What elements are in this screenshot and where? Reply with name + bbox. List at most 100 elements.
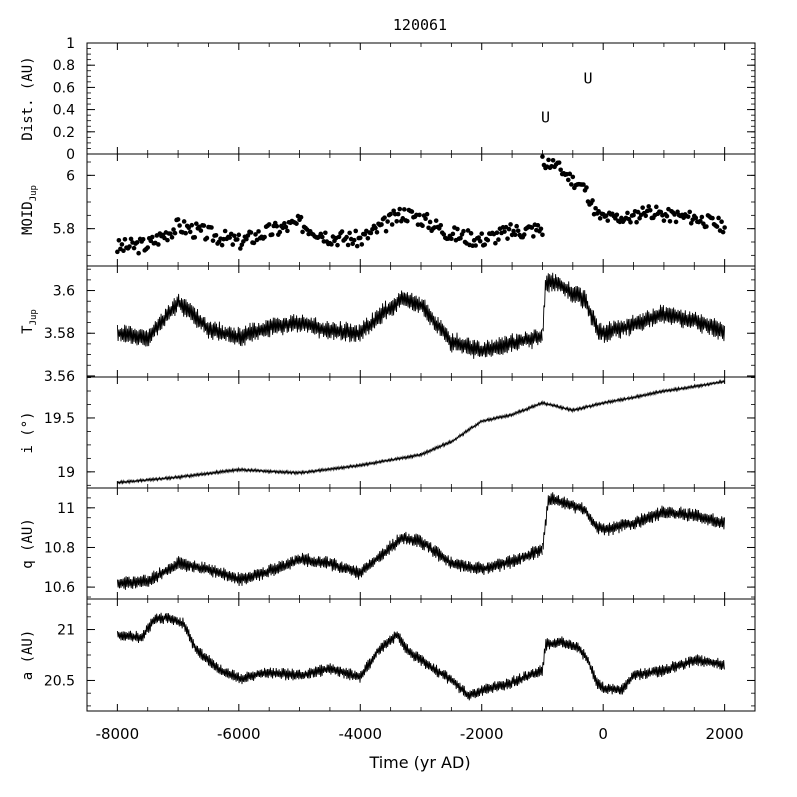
y-tick-label-dist: 0.8 xyxy=(53,58,75,74)
data-point-moid xyxy=(269,232,275,237)
data-point-moid xyxy=(458,235,463,241)
data-point-moid xyxy=(210,238,216,243)
y-axis-label-sub-tjup: Jup xyxy=(29,309,39,325)
x-tick-label: -2000 xyxy=(460,725,504,743)
marker-dist: U xyxy=(583,70,592,88)
data-point-moid xyxy=(596,208,601,214)
data-point-moid xyxy=(171,227,176,232)
data-point-moid xyxy=(613,216,618,221)
data-point-moid xyxy=(449,236,454,242)
data-point-moid xyxy=(235,237,240,242)
data-point-moid xyxy=(201,223,207,228)
data-point-moid xyxy=(238,246,243,251)
data-point-moid xyxy=(131,245,137,251)
data-point-moid xyxy=(298,214,304,220)
data-line-tjup-0 xyxy=(116,290,543,359)
data-point-moid xyxy=(194,221,199,226)
data-point-moid xyxy=(667,218,673,224)
x-tick-label: 0 xyxy=(598,725,608,743)
y-tick-label-tjup: 3.6 xyxy=(53,284,75,300)
y-tick-label-q: 10.6 xyxy=(44,580,75,596)
data-point-moid xyxy=(183,230,188,236)
data-point-moid xyxy=(640,205,645,210)
data-point-moid xyxy=(687,209,693,215)
data-point-moid xyxy=(282,221,287,226)
data-point-moid xyxy=(699,214,705,220)
data-line-a-0 xyxy=(116,612,725,701)
data-point-moid xyxy=(204,235,210,241)
data-point-moid xyxy=(581,182,586,187)
data-point-moid xyxy=(556,160,562,165)
data-point-moid xyxy=(320,234,325,240)
data-point-moid xyxy=(567,171,573,177)
data-point-moid xyxy=(365,235,371,241)
data-point-moid xyxy=(605,218,611,223)
data-point-moid xyxy=(335,242,340,248)
data-point-moid xyxy=(521,232,527,237)
data-line-q-0 xyxy=(116,531,543,590)
data-point-moid xyxy=(388,211,393,217)
y-tick-label-q: 10.8 xyxy=(44,540,75,556)
data-point-moid xyxy=(426,225,431,231)
data-point-moid xyxy=(187,229,193,235)
data-point-moid xyxy=(477,238,483,244)
y-tick-label-dist: 1 xyxy=(66,36,75,52)
marker-dist: U xyxy=(541,108,550,126)
data-point-moid xyxy=(468,231,474,236)
data-point-moid xyxy=(362,232,368,237)
data-point-moid xyxy=(189,222,195,228)
data-point-moid xyxy=(417,212,422,218)
data-point-moid xyxy=(479,231,485,236)
data-point-moid xyxy=(719,219,724,224)
data-point-moid xyxy=(245,233,251,238)
data-point-moid xyxy=(345,242,351,248)
data-line-incl-0 xyxy=(117,379,725,485)
data-point-moid xyxy=(336,234,342,240)
data-point-moid xyxy=(538,226,544,232)
data-line-tjup-1 xyxy=(542,272,726,343)
data-point-moid xyxy=(423,216,428,222)
data-point-moid xyxy=(172,230,178,236)
data-point-moid xyxy=(450,231,456,237)
data-point-moid xyxy=(646,204,652,209)
data-point-moid xyxy=(121,248,126,254)
data-point-moid xyxy=(175,217,181,222)
data-point-moid xyxy=(156,242,161,247)
data-point-moid xyxy=(643,213,648,219)
data-point-moid xyxy=(506,226,512,232)
y-tick-label-moid: 5.8 xyxy=(53,222,75,238)
data-point-moid xyxy=(168,231,173,236)
data-point-moid xyxy=(177,223,182,228)
data-point-moid xyxy=(122,236,128,242)
data-point-moid xyxy=(165,237,170,243)
data-point-moid xyxy=(192,235,198,240)
y-tick-label-incl: 19.5 xyxy=(44,411,75,427)
data-point-moid xyxy=(569,182,574,187)
data-point-moid xyxy=(169,235,175,240)
chart-title: 120061 xyxy=(393,16,447,34)
x-tick-label: -4000 xyxy=(338,725,382,743)
data-point-moid xyxy=(300,229,305,235)
y-tick-label-dist: 0 xyxy=(66,147,75,163)
data-point-moid xyxy=(505,236,510,241)
data-point-moid xyxy=(283,224,289,230)
x-axis-label: Time (yr AD) xyxy=(368,753,470,772)
data-point-moid xyxy=(354,243,360,249)
data-point-moid xyxy=(181,219,187,224)
x-tick-label: -6000 xyxy=(217,725,261,743)
data-point-moid xyxy=(508,222,513,227)
data-point-moid xyxy=(383,228,389,234)
data-point-moid xyxy=(329,242,334,247)
data-point-moid xyxy=(540,154,545,159)
data-point-moid xyxy=(625,210,630,216)
data-point-moid xyxy=(262,234,267,240)
data-point-moid xyxy=(256,229,261,234)
data-point-moid xyxy=(704,224,709,229)
data-point-moid xyxy=(496,237,501,242)
data-point-moid xyxy=(465,228,471,233)
data-point-moid xyxy=(515,228,521,234)
y-tick-label-dist: 0.4 xyxy=(53,103,75,119)
data-point-moid xyxy=(531,234,536,239)
